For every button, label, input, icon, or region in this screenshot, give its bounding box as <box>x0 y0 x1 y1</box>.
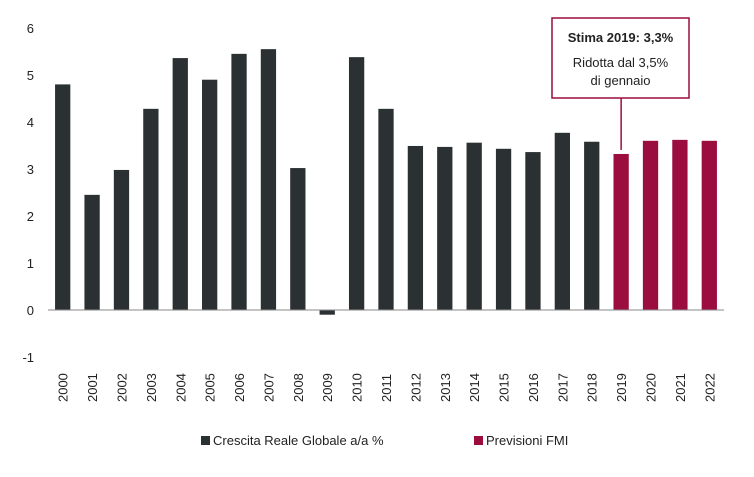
y-tick-label: -1 <box>22 350 34 365</box>
x-tick-label: 2010 <box>350 373 365 402</box>
bar-2012 <box>407 145 424 310</box>
x-tick-label: 2015 <box>497 373 512 402</box>
y-tick-label: 5 <box>27 68 34 83</box>
x-tick-label: 2004 <box>173 373 188 402</box>
legend-label-crescita: Crescita Reale Globale a/a % <box>213 433 384 448</box>
y-tick-label: 2 <box>27 209 34 224</box>
bar-2004 <box>172 58 188 310</box>
bar-2014 <box>466 142 482 310</box>
y-tick-label: 3 <box>27 162 34 177</box>
x-axis-ticks: 2000 2001 2002 2003 2004 2005 2006 2007 2008 2009… <box>56 373 718 402</box>
legend: Crescita Reale Globale a/a % Previsioni … <box>201 433 568 448</box>
bar-2011 <box>378 108 394 310</box>
bars <box>55 49 717 315</box>
x-tick-label: 2021 <box>673 373 688 402</box>
x-tick-label: 2019 <box>614 373 629 402</box>
bar-2009 <box>319 310 335 315</box>
x-tick-label: 2016 <box>526 373 541 402</box>
bar-2017 <box>554 132 570 310</box>
y-tick-label: 0 <box>27 303 34 318</box>
x-tick-label: 2020 <box>644 373 659 402</box>
bar-2003 <box>143 108 159 310</box>
legend-swatch-crescita <box>201 436 210 445</box>
y-tick-label: 1 <box>27 256 34 271</box>
x-tick-label: 2014 <box>467 373 482 402</box>
bar-2022 <box>701 140 717 310</box>
x-tick-label: 2001 <box>85 373 100 402</box>
annotation: Stima 2019: 3,3% Ridotta dal 3,5% di gen… <box>551 17 690 150</box>
annotation-line-2: di gennaio <box>591 73 651 88</box>
bar-2015 <box>495 148 512 310</box>
bar-2000 <box>55 84 71 311</box>
x-tick-label: 2022 <box>702 373 717 402</box>
annotation-box <box>551 17 690 99</box>
bar-2016 <box>525 152 541 310</box>
x-tick-label: 2013 <box>438 373 453 402</box>
x-tick-label: 2003 <box>144 373 159 402</box>
bar-2019 <box>613 153 629 310</box>
x-tick-label: 2006 <box>232 373 247 402</box>
x-tick-label: 2009 <box>320 373 335 402</box>
bar-2005 <box>202 79 218 310</box>
y-tick-label: 4 <box>27 115 34 130</box>
bar-2013 <box>437 146 453 310</box>
bar-2010 <box>348 57 365 310</box>
bar-2006 <box>231 53 247 310</box>
bar-2001 <box>84 194 100 310</box>
legend-swatch-previsioni <box>474 436 483 445</box>
x-tick-label: 2017 <box>555 373 570 402</box>
x-tick-label: 2012 <box>408 373 423 402</box>
x-tick-label: 2005 <box>203 373 218 402</box>
x-tick-label: 2007 <box>261 373 276 402</box>
bar-2020 <box>642 140 659 310</box>
bar-2002 <box>113 169 130 310</box>
legend-label-previsioni: Previsioni FMI <box>486 433 568 448</box>
y-tick-label: 6 <box>27 21 34 36</box>
annotation-line-1: Ridotta dal 3,5% <box>573 55 669 70</box>
y-axis-ticks: -1 0 1 2 3 4 5 6 <box>22 21 34 365</box>
x-tick-label: 2008 <box>291 373 306 402</box>
bar-2021 <box>672 139 688 310</box>
bar-2008 <box>290 168 306 310</box>
bar-2018 <box>584 141 600 310</box>
x-tick-label: 2011 <box>379 374 394 402</box>
x-tick-label: 2002 <box>114 373 129 402</box>
x-tick-label: 2000 <box>56 373 71 402</box>
bar-2007 <box>260 49 277 311</box>
annotation-title: Stima 2019: 3,3% <box>568 30 674 45</box>
x-tick-label: 2018 <box>585 373 600 402</box>
